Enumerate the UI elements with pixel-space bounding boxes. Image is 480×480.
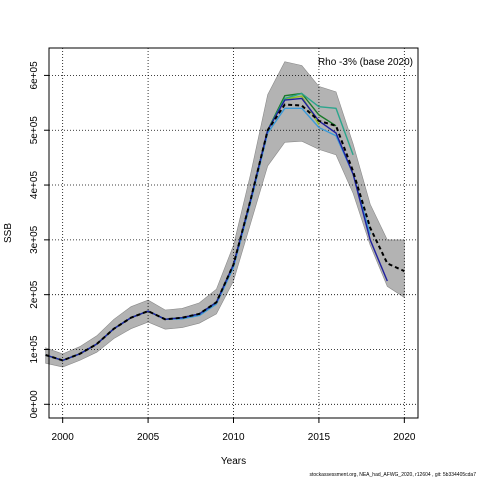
- y-tick-label: 2e+05: [29, 280, 40, 309]
- y-tick-label: 5e+05: [29, 116, 40, 145]
- confidence-band: [45, 61, 405, 368]
- x-axis-title: Years: [221, 456, 246, 467]
- y-axis: 0e+00 1e+05 2e+05 3e+05 4e+05 5e+05 6e+05: [29, 61, 49, 418]
- y-tick-label: 1e+05: [29, 335, 40, 364]
- y-tick-label: 3e+05: [29, 225, 40, 254]
- retro-rho-annotation: Rho -3% (base 2020): [318, 57, 413, 68]
- y-tick-label: 6e+05: [29, 61, 40, 90]
- x-tick-label: 2000: [52, 432, 75, 443]
- footer-attribution: stockassessment.org, NEA_had_AFWG_2020, …: [309, 472, 477, 478]
- series-line-base: [45, 103, 405, 362]
- series-layer: [45, 92, 405, 362]
- y-tick-label: 4e+05: [29, 171, 40, 200]
- plot-frame: [48, 47, 419, 419]
- confidence-band-layer: [45, 61, 405, 368]
- y-axis-title: SSB: [3, 223, 14, 243]
- x-tick-label: 2015: [308, 432, 331, 443]
- x-tick-label: 2010: [222, 432, 245, 443]
- y-tick-label: 0e+00: [29, 390, 40, 419]
- x-tick-label: 2005: [137, 432, 160, 443]
- grid-layer: [49, 48, 418, 418]
- x-axis: 2000 2005 2010 2015 2020: [52, 418, 416, 443]
- x-tick-label: 2020: [393, 432, 416, 443]
